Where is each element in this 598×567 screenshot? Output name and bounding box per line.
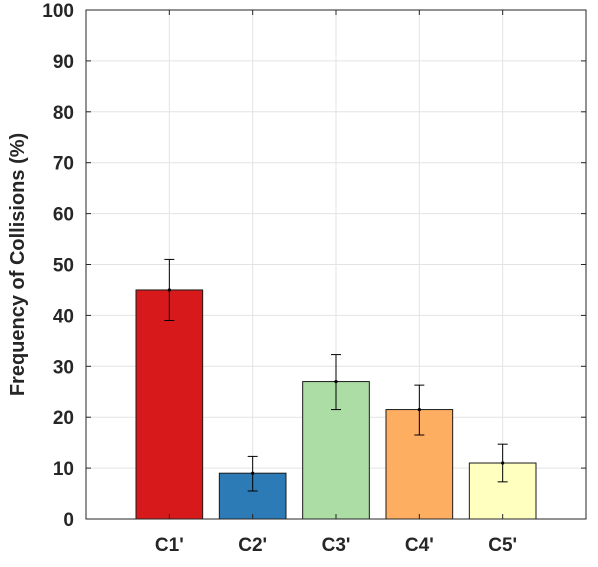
x-tick-label: C2'	[238, 535, 267, 556]
bar-mean-marker	[167, 288, 171, 292]
bar-mean-marker	[417, 407, 421, 412]
bars	[135, 289, 537, 520]
bar-1	[135, 289, 204, 520]
bar-mean-marker	[251, 471, 255, 475]
error-bar-5	[497, 443, 508, 483]
y-tick-label: 30	[53, 357, 74, 378]
x-axis-ticks: C1' C2' C3' C4' C5'	[155, 10, 517, 556]
y-tick-label: 70	[53, 154, 74, 175]
bar-mean-marker	[334, 379, 338, 384]
y-tick-label: 20	[53, 408, 74, 429]
x-tick-label: C3'	[322, 535, 351, 556]
error-bar-2	[247, 455, 258, 492]
x-tick-label: C5'	[488, 535, 517, 556]
y-axis-ticks: 0 10 20 30 40 50 60 70 80 90 100	[42, 1, 586, 531]
error-bar-3	[331, 354, 341, 411]
error-bar-1	[164, 258, 175, 321]
y-tick-label: 40	[53, 306, 74, 327]
error-bar-4	[414, 384, 425, 436]
x-tick-label: C1'	[155, 535, 184, 556]
y-tick-label: 0	[63, 510, 74, 531]
y-tick-label: 10	[53, 459, 74, 480]
y-tick-label: 100	[42, 1, 74, 22]
y-tick-label: 50	[53, 256, 74, 277]
x-tick-label: C4'	[405, 535, 434, 556]
y-tick-label: 80	[53, 103, 74, 124]
y-tick-label: 60	[53, 205, 74, 226]
error-bars	[164, 258, 508, 492]
bar-mean-marker	[501, 461, 505, 465]
y-axis-label: Frequency of Collisions (%)	[7, 133, 29, 396]
y-tick-label: 90	[53, 52, 74, 73]
